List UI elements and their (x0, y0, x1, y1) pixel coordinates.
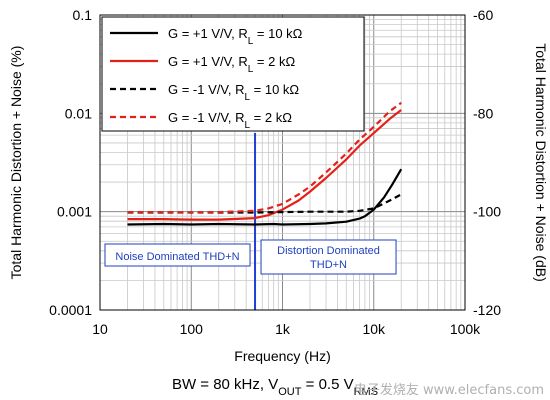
watermark: 电子发烧友 www.elecfans.com (354, 382, 544, 398)
y2-tick-label: -80 (473, 105, 493, 121)
distortion-dominated-label: Distortion Dominated (277, 245, 380, 257)
plot-frame (99, 14, 466, 311)
series-layer (127, 101, 403, 226)
legend-entry: G = +1 V/V, RL = 2 kΩ (168, 54, 295, 75)
legend-box (101, 16, 365, 132)
y-tick-labels: 0.0001 0.001 0.01 0.1 (49, 7, 92, 318)
x-tick-label: 100 (180, 321, 204, 337)
x-tick-label: 10k (362, 321, 386, 337)
y2-axis-title: Total Harmonic Distortion + Noise (dB) (533, 43, 549, 281)
legend-entry: G = -1 V/V, RL = 10 kΩ (168, 82, 299, 103)
legend-entry: G = +1 V/V, RL = 10 kΩ (168, 26, 303, 47)
y-axis-title: Total Harmonic Distortion + Noise (%) (8, 46, 24, 280)
x-tick-label: 10 (92, 321, 108, 337)
region-annotations: Noise Dominated THD+N Distortion Dominate… (104, 239, 397, 275)
y-tick-label: 0.1 (73, 7, 93, 23)
y2-tick-label: -60 (473, 7, 493, 23)
noise-dominated-box (104, 243, 251, 267)
y-tick-label: 0.01 (65, 105, 92, 121)
distortion-dominated-label: THD+N (310, 259, 347, 271)
series-line (127, 101, 402, 214)
series-line (127, 168, 403, 226)
x-axis-title: Frequency (Hz) (234, 348, 330, 364)
y-tick-label: 0.001 (57, 204, 92, 220)
x-tick-label: 100k (450, 321, 481, 337)
y2-tick-labels: -120 -100 -80 -60 (473, 7, 501, 318)
series-line (127, 109, 402, 221)
chart-caption: BW = 80 kHz, VOUT = 0.5 VRMS (172, 376, 378, 398)
x-tick-labels: 10 100 1k 10k 100k (92, 321, 481, 337)
y2-tick-label: -100 (473, 204, 501, 220)
x-tick-label: 1k (275, 321, 291, 337)
y2-tick-label: -120 (473, 302, 501, 318)
noise-dominated-label: Noise Dominated THD+N (115, 251, 239, 263)
y-tick-label: 0.0001 (49, 302, 92, 318)
legend-entry: G = -1 V/V, RL = 2 kΩ (168, 110, 292, 131)
legend: G = +1 V/V, RL = 10 kΩ G = +1 V/V, RL = 2… (101, 16, 365, 132)
distortion-dominated-box (260, 239, 397, 275)
